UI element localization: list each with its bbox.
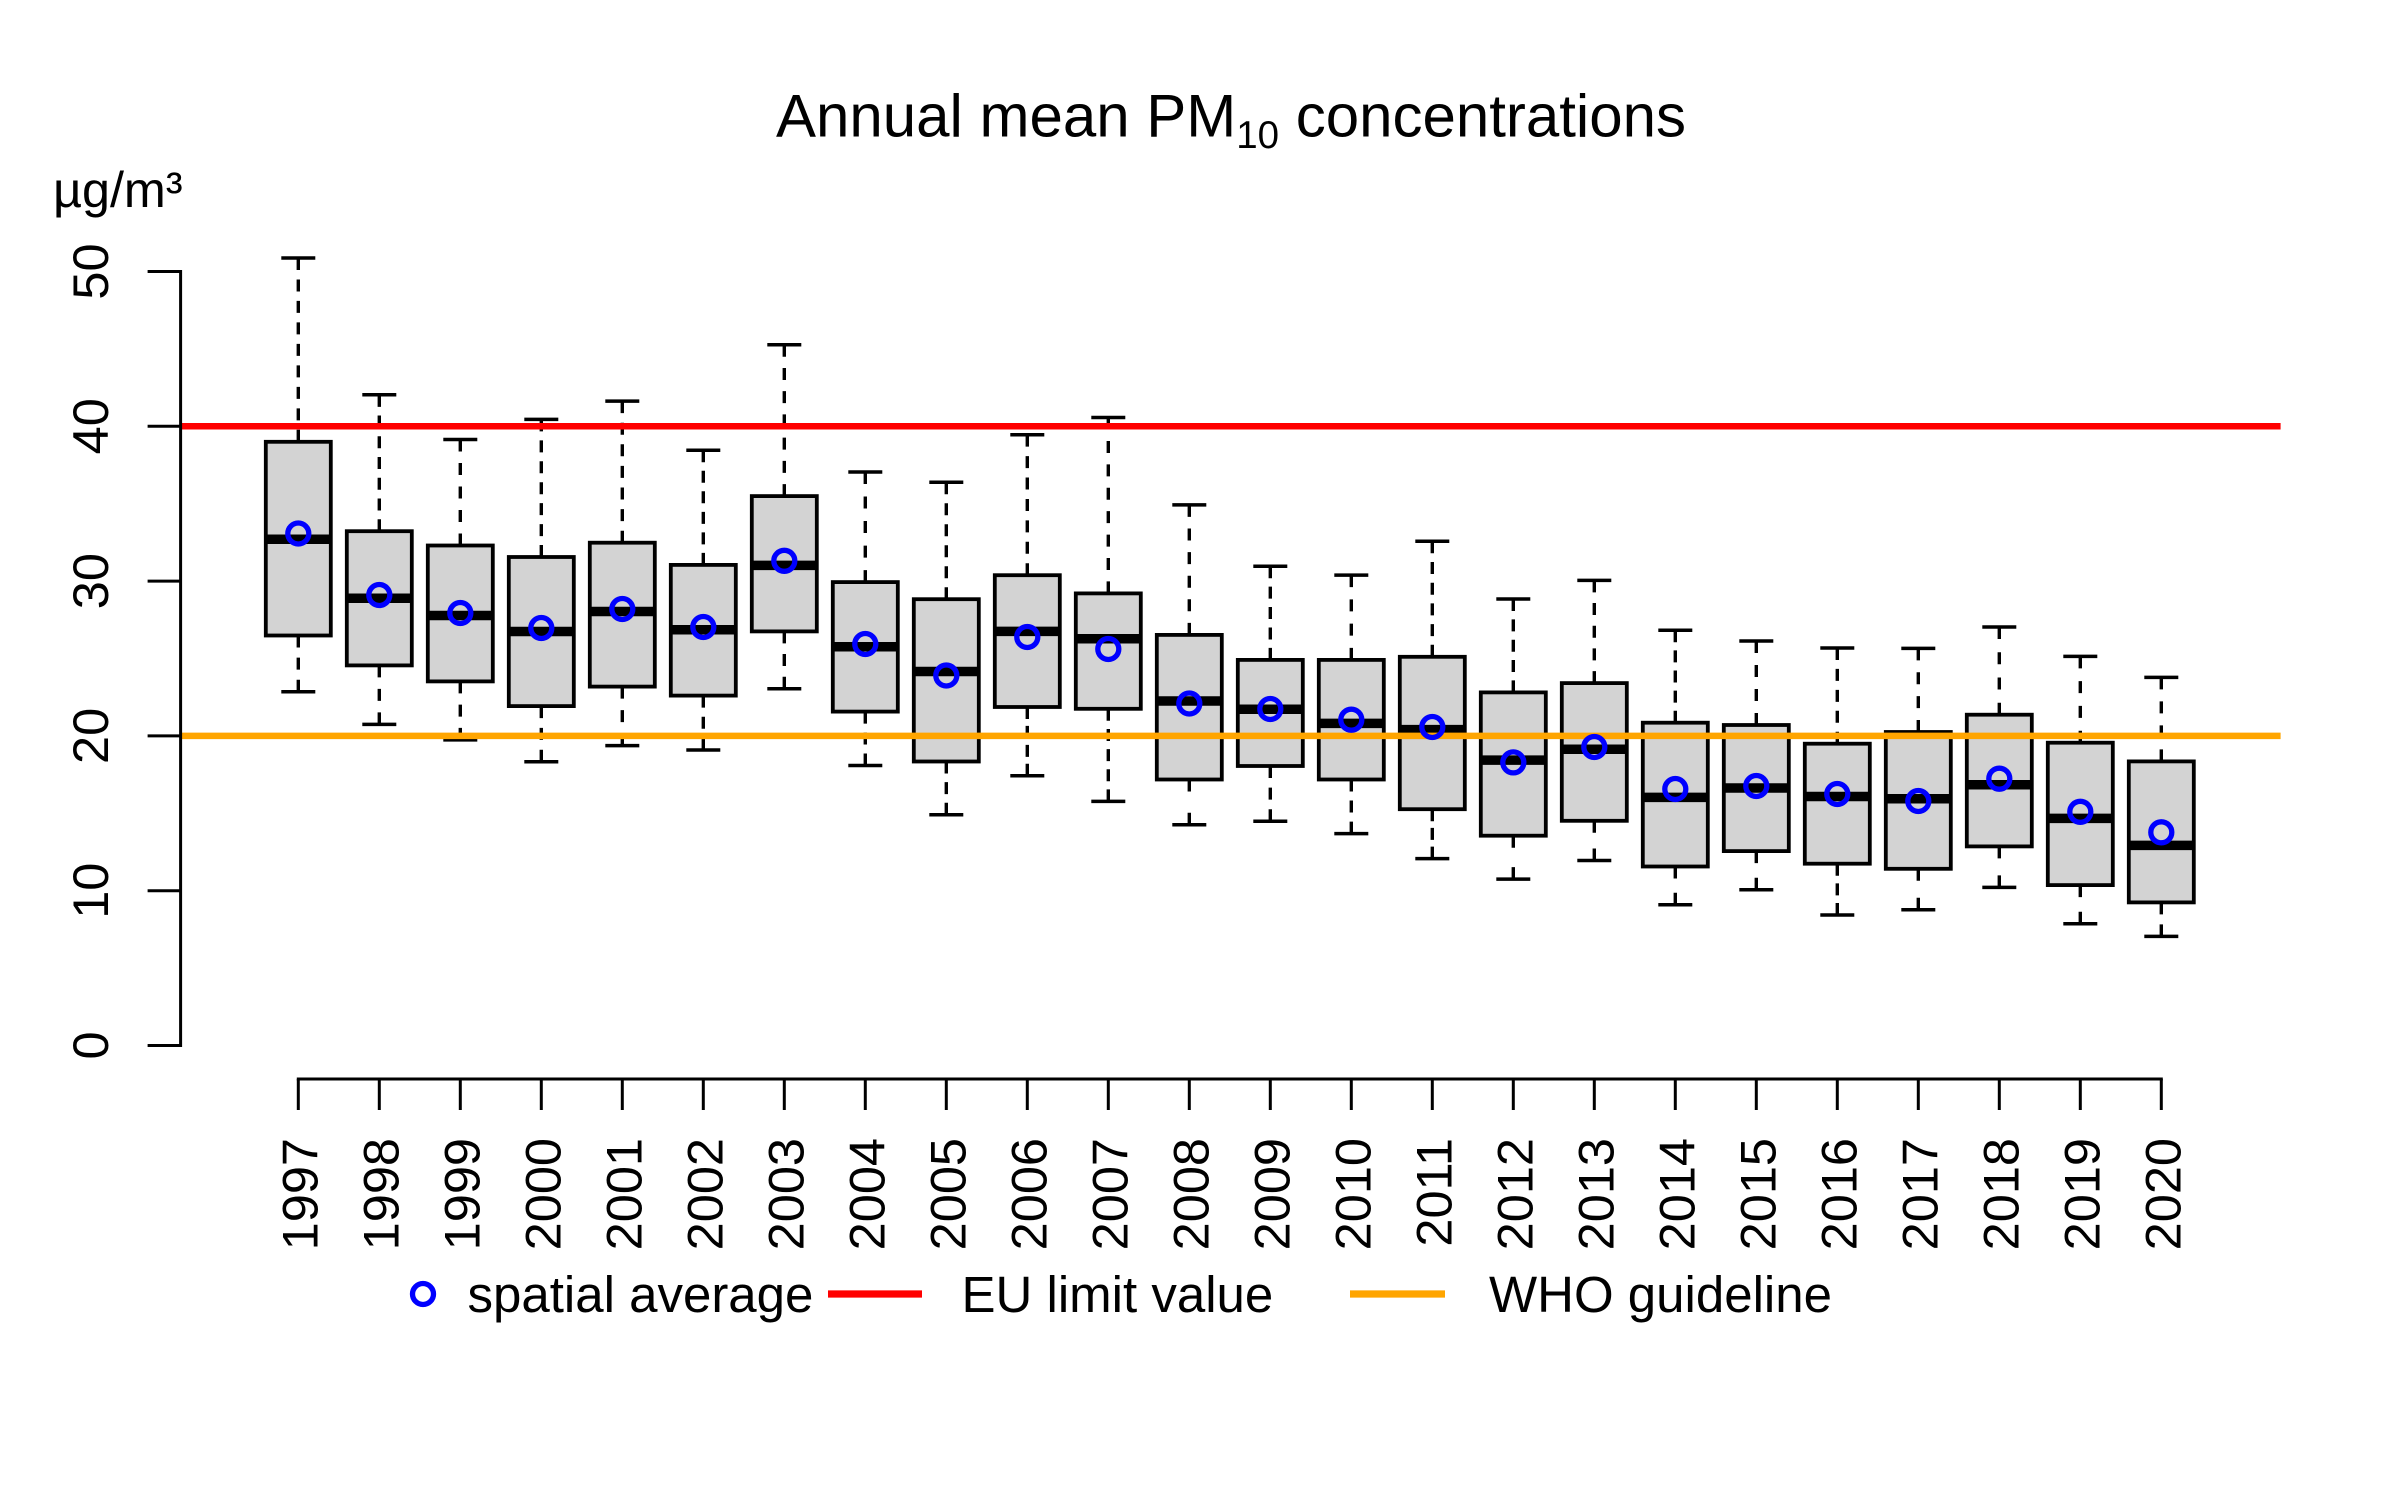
svg-text:2002: 2002 xyxy=(676,1138,733,1250)
svg-text:20: 20 xyxy=(62,708,119,764)
svg-text:2018: 2018 xyxy=(1972,1138,2029,1250)
svg-text:1998: 1998 xyxy=(352,1138,409,1250)
svg-text:spatial average: spatial average xyxy=(468,1266,814,1323)
svg-text:2010: 2010 xyxy=(1324,1138,1381,1250)
svg-text:EU limit value: EU limit value xyxy=(962,1266,1274,1323)
svg-text:40: 40 xyxy=(62,398,119,454)
svg-text:1999: 1999 xyxy=(433,1138,490,1250)
svg-text:2001: 2001 xyxy=(595,1138,652,1250)
svg-text:2019: 2019 xyxy=(2053,1138,2110,1250)
svg-text:2011: 2011 xyxy=(1405,1138,1462,1247)
svg-text:10: 10 xyxy=(62,863,119,919)
svg-text:2015: 2015 xyxy=(1729,1138,1786,1250)
svg-text:1997: 1997 xyxy=(271,1138,328,1250)
svg-text:2013: 2013 xyxy=(1567,1138,1624,1250)
svg-text:30: 30 xyxy=(62,553,119,609)
svg-text:µg/m³: µg/m³ xyxy=(53,161,183,218)
svg-text:2006: 2006 xyxy=(1000,1138,1057,1250)
svg-text:2007: 2007 xyxy=(1081,1138,1138,1250)
svg-text:50: 50 xyxy=(62,243,119,299)
svg-text:2004: 2004 xyxy=(838,1138,895,1250)
svg-text:2020: 2020 xyxy=(2134,1138,2191,1250)
svg-text:WHO guideline: WHO guideline xyxy=(1489,1266,1832,1323)
svg-text:2017: 2017 xyxy=(1891,1138,1948,1250)
svg-text:2016: 2016 xyxy=(1810,1138,1867,1250)
svg-text:2003: 2003 xyxy=(757,1138,814,1250)
svg-text:Annual mean PM10 concentration: Annual mean PM10 concentrations xyxy=(776,83,1686,158)
svg-text:2008: 2008 xyxy=(1162,1138,1219,1250)
svg-text:2000: 2000 xyxy=(514,1138,571,1250)
svg-text:0: 0 xyxy=(62,1031,119,1059)
svg-text:2014: 2014 xyxy=(1648,1138,1705,1250)
svg-text:2009: 2009 xyxy=(1243,1138,1300,1250)
svg-text:2005: 2005 xyxy=(919,1138,976,1250)
svg-text:2012: 2012 xyxy=(1486,1138,1543,1250)
